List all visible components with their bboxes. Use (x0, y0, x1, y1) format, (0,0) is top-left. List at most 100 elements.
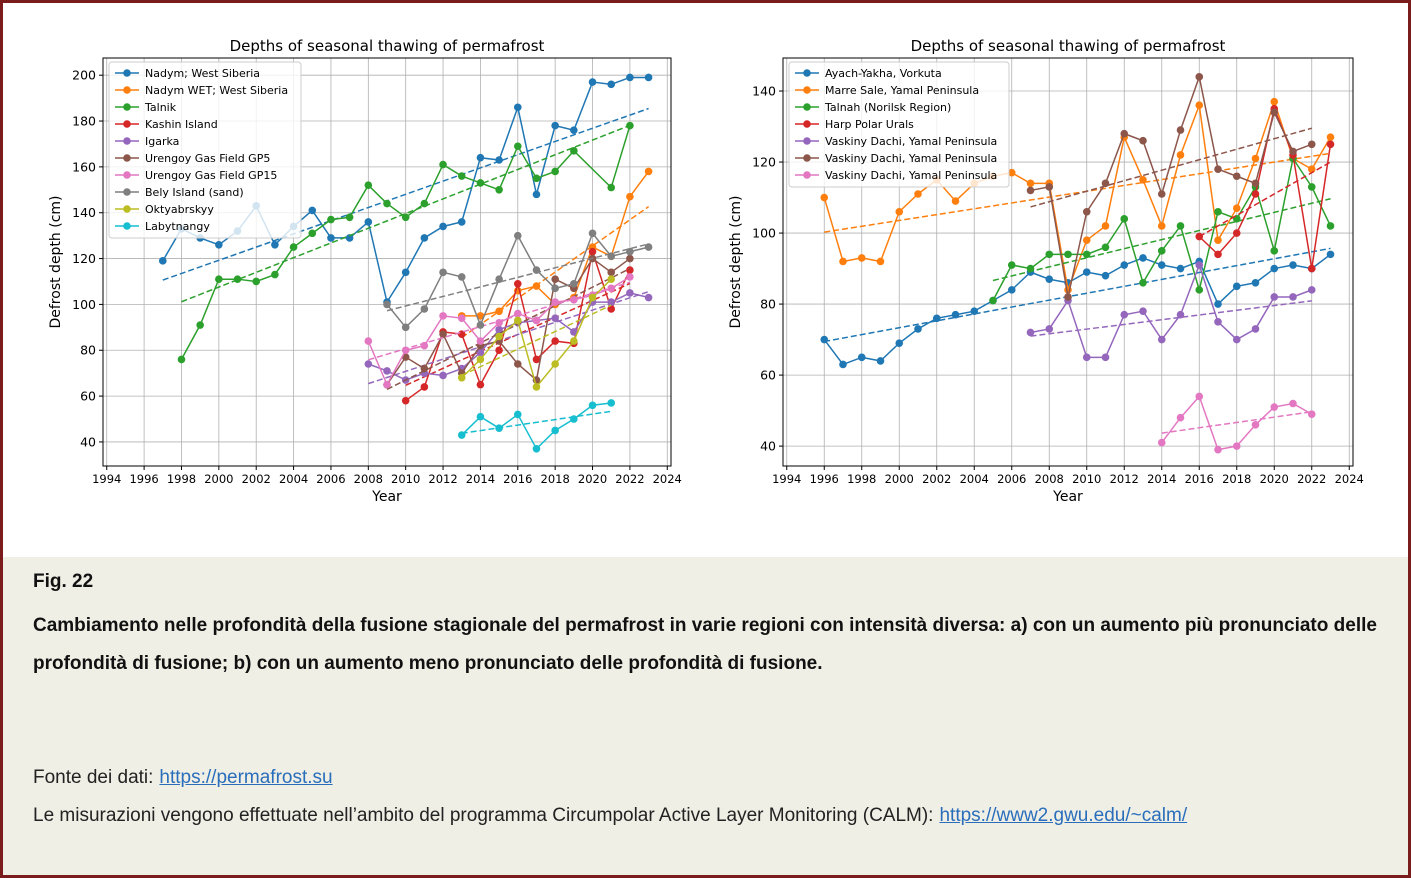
marker (215, 241, 223, 249)
marker (1251, 190, 1260, 198)
marker (1026, 264, 1035, 273)
marker (1007, 168, 1016, 177)
marker (570, 147, 578, 155)
marker (1139, 175, 1147, 184)
marker (1270, 97, 1279, 106)
marker (532, 174, 541, 183)
marker (1101, 179, 1110, 188)
legend-marker (803, 86, 811, 94)
legend-label: Bely Island (sand) (145, 186, 244, 199)
marker (1082, 353, 1091, 362)
legend-label: Talnah (Norilsk Region) (824, 101, 951, 114)
marker (1139, 136, 1147, 145)
legend-label: Ayach-Yakha, Vorkuta (825, 67, 942, 80)
y-tick-label: 80 (80, 343, 96, 358)
marker (1270, 293, 1279, 301)
legend-label: Talnik (144, 101, 177, 114)
marker (1195, 101, 1204, 110)
series-line (386, 257, 631, 386)
marker (1251, 278, 1260, 287)
marker (626, 121, 634, 130)
marker (1045, 325, 1054, 333)
marker (439, 330, 447, 339)
marker (1045, 275, 1054, 284)
marker (532, 445, 541, 453)
x-tick-label: 2022 (1297, 472, 1326, 486)
marker (1270, 247, 1279, 255)
marker (1289, 399, 1297, 408)
marker (570, 337, 578, 345)
marker (1326, 222, 1335, 230)
sources: Fonte dei dati: https://permafrost.su Le … (33, 759, 1378, 835)
marker (1214, 300, 1222, 308)
marker (457, 172, 466, 180)
marker (513, 360, 522, 368)
marker (570, 126, 578, 135)
marker (1139, 307, 1147, 315)
plot-frame (102, 57, 672, 467)
legend-label: Nadym WET; West Siberia (145, 84, 288, 97)
marker (1101, 271, 1110, 280)
marker (1270, 264, 1279, 273)
marker (1214, 318, 1222, 326)
y-tick-label: 140 (72, 205, 96, 220)
legend-marker (803, 120, 811, 128)
marker (495, 325, 503, 334)
x-tick-label: 2006 (997, 472, 1026, 486)
marker (1157, 190, 1166, 198)
x-tick-label: 2020 (578, 472, 607, 486)
marker (644, 293, 653, 302)
marker (1176, 310, 1185, 319)
y-tick-label: 120 (752, 155, 776, 170)
marker (196, 321, 204, 329)
marker (1007, 261, 1016, 269)
marker (457, 273, 466, 281)
legend-marker (123, 103, 131, 111)
marker (644, 167, 653, 176)
marker (1157, 438, 1166, 447)
marker (476, 153, 485, 162)
marker (551, 426, 559, 435)
marker (1139, 254, 1147, 262)
x-tick-label: 2022 (615, 472, 644, 486)
plot (820, 73, 1335, 454)
marker (364, 360, 373, 368)
legend-marker (123, 120, 131, 128)
marker (233, 275, 242, 283)
marker (532, 383, 541, 391)
marker (271, 270, 279, 279)
marker (1157, 261, 1166, 269)
marker (1101, 222, 1110, 230)
marker (1214, 236, 1222, 244)
marker (495, 156, 503, 164)
marker (607, 298, 616, 306)
series-line (1198, 106, 1332, 269)
chart-title: Depths of seasonal thawing of permafrost (911, 37, 1226, 55)
marker (532, 190, 541, 199)
marker (1120, 310, 1129, 319)
series-line (823, 253, 1331, 366)
marker (551, 275, 559, 283)
legend-label: Igarka (145, 135, 179, 148)
legend-label: Vaskiny Dachi, Yamal Peninsula (825, 152, 997, 165)
marker (420, 234, 429, 242)
source-label: Fonte dei dati: (33, 767, 154, 788)
marker (1251, 179, 1260, 188)
marker (607, 268, 616, 277)
trend-line (461, 304, 612, 377)
trend-line (824, 247, 1331, 343)
note-link[interactable]: https://www2.gwu.edu/~calm/ (939, 805, 1188, 826)
marker (951, 310, 960, 319)
x-tick-label: 2008 (1035, 472, 1064, 486)
marker (420, 364, 429, 373)
source-link[interactable]: https://permafrost.su (159, 767, 333, 788)
marker (970, 307, 979, 315)
marker (476, 412, 485, 421)
marker (345, 234, 354, 242)
marker (895, 207, 904, 216)
marker (1289, 293, 1297, 301)
legend-marker (123, 137, 131, 145)
marker (1307, 264, 1316, 273)
marker (626, 254, 634, 263)
marker (495, 318, 503, 327)
